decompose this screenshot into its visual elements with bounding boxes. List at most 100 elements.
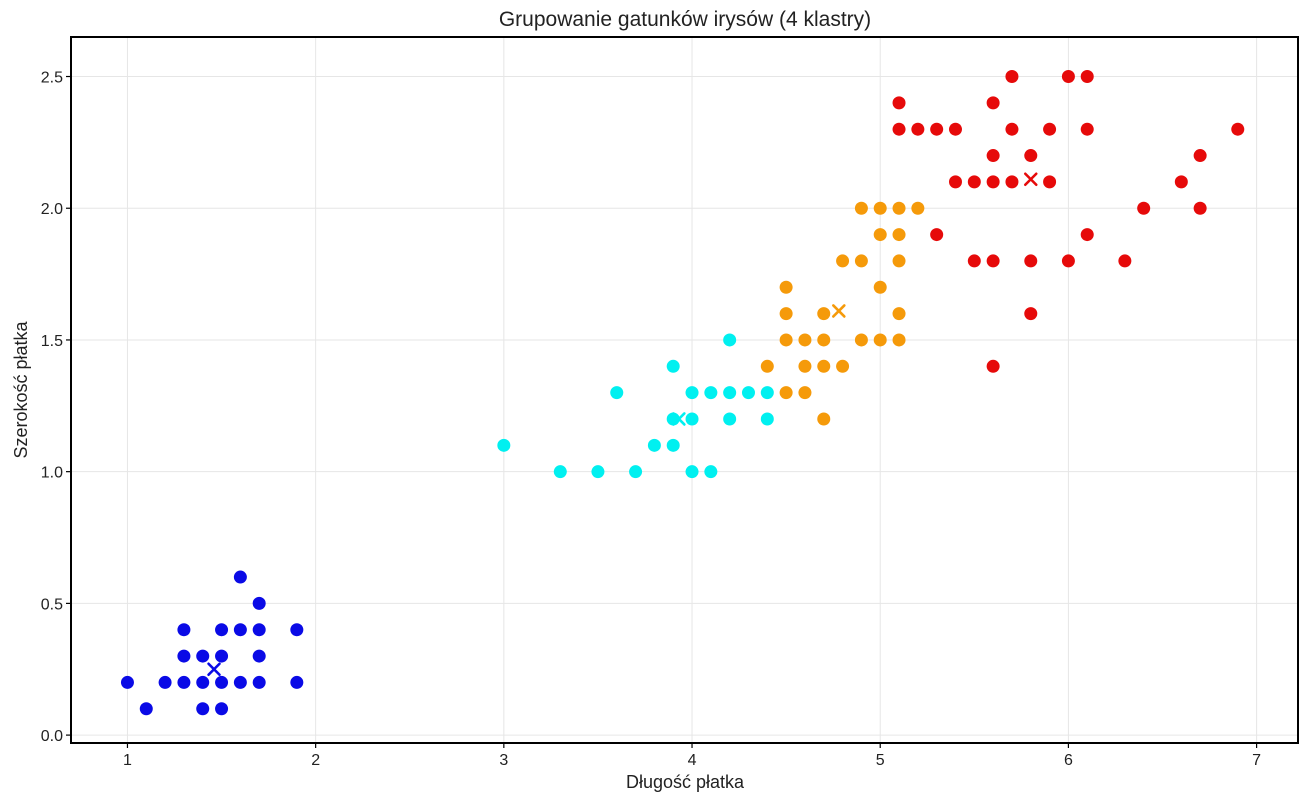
x-tick-label: 3 [499,752,508,769]
data-point-cluster-4 [1174,175,1188,189]
data-point-cluster-3 [779,307,793,321]
data-point-cluster-1 [120,675,134,689]
data-point-cluster-1 [252,649,266,663]
data-point-cluster-4 [986,96,1000,110]
data-point-cluster-4 [911,122,925,136]
data-point-cluster-4 [892,122,906,136]
y-tick-label: 2.5 [41,70,63,87]
data-point-cluster-2 [666,438,680,452]
data-point-cluster-4 [967,254,981,268]
data-point-cluster-3 [760,359,774,373]
data-point-cluster-3 [817,359,831,373]
axis-ticks: 1 2 3 4 5 6 7 0.0 0.5 1.0 1.5 2.0 2.5 [41,70,1261,769]
data-point-cluster-2 [704,386,718,400]
data-point-cluster-3 [779,280,793,294]
data-point-cluster-1 [252,623,266,637]
data-point-cluster-2 [591,465,605,479]
data-point-cluster-3 [892,228,906,242]
data-points [120,70,1245,716]
plot-frame [70,36,1299,744]
data-point-cluster-3 [854,333,868,347]
data-point-cluster-1 [290,623,304,637]
centroid-stroke [1023,172,1038,187]
data-point-cluster-1 [252,675,266,689]
data-point-cluster-1 [290,675,304,689]
data-point-cluster-3 [798,386,812,400]
data-point-cluster-1 [196,649,210,663]
data-point-cluster-4 [948,122,962,136]
data-point-cluster-4 [1005,122,1019,136]
data-point-cluster-2 [760,412,774,426]
y-tick-label: 2.0 [41,201,63,218]
data-point-cluster-3 [911,201,925,215]
x-tick-label: 2 [311,752,320,769]
data-point-cluster-1 [158,675,172,689]
data-point-cluster-3 [873,228,887,242]
data-point-cluster-4 [986,359,1000,373]
data-point-cluster-3 [817,412,831,426]
centroid-stroke [207,662,221,677]
data-point-cluster-2 [497,438,511,452]
data-point-cluster-4 [948,175,962,189]
data-point-cluster-3 [854,201,868,215]
data-point-cluster-1 [196,702,210,716]
data-point-cluster-2 [685,465,699,479]
data-point-cluster-3 [836,359,850,373]
data-point-cluster-1 [233,623,247,637]
centroid-marker-cluster-1 [207,662,221,677]
data-point-cluster-3 [779,386,793,400]
data-point-cluster-4 [1024,254,1038,268]
data-point-cluster-4 [1005,175,1019,189]
data-point-cluster-4 [1118,254,1132,268]
data-point-cluster-3 [873,201,887,215]
x-tick-label: 1 [123,752,132,769]
data-point-cluster-3 [892,254,906,268]
x-tick-label: 5 [876,752,885,769]
centroid-marker-cluster-2 [672,412,686,426]
y-tick-label: 0.0 [41,728,63,745]
data-point-cluster-4 [986,254,1000,268]
data-point-cluster-4 [1024,307,1038,321]
data-point-cluster-4 [967,175,981,189]
data-point-cluster-2 [647,438,661,452]
data-point-cluster-3 [892,333,906,347]
centroid-stroke [832,304,846,318]
data-point-cluster-2 [685,412,699,426]
centroid-marker-cluster-4 [1023,172,1038,187]
data-point-cluster-1 [139,702,153,716]
x-axis-label: Długość płatka [626,772,745,792]
x-tick-label: 6 [1064,752,1073,769]
data-point-cluster-4 [1080,228,1094,242]
data-point-cluster-1 [177,623,191,637]
chart-title: Grupowanie gatunków irysów (4 klastry) [499,8,871,31]
data-point-cluster-1 [215,702,229,716]
data-point-cluster-4 [930,228,944,242]
data-point-cluster-2 [723,333,737,347]
data-point-cluster-4 [1061,70,1075,84]
data-point-cluster-2 [741,386,755,400]
data-point-cluster-4 [1137,201,1151,215]
data-point-cluster-2 [723,412,737,426]
data-point-cluster-4 [892,96,906,110]
data-point-cluster-1 [233,570,247,584]
data-point-cluster-4 [1080,122,1094,136]
data-point-cluster-2 [760,386,774,400]
data-point-cluster-3 [798,359,812,373]
data-point-cluster-2 [723,386,737,400]
data-point-cluster-2 [610,386,624,400]
cluster-centroids [207,172,1038,677]
data-point-cluster-2 [629,465,643,479]
data-point-cluster-1 [215,675,229,689]
data-point-cluster-3 [817,333,831,347]
centroid-stroke [672,412,686,426]
data-point-cluster-2 [666,359,680,373]
data-point-cluster-4 [1231,122,1245,136]
data-point-cluster-3 [798,333,812,347]
data-point-cluster-2 [704,465,718,479]
data-point-cluster-3 [873,280,887,294]
data-point-cluster-3 [836,254,850,268]
y-tick-label: 0.5 [41,596,63,613]
y-tick-label: 1.0 [41,465,63,482]
grid [71,37,1298,743]
data-point-cluster-3 [817,307,831,321]
